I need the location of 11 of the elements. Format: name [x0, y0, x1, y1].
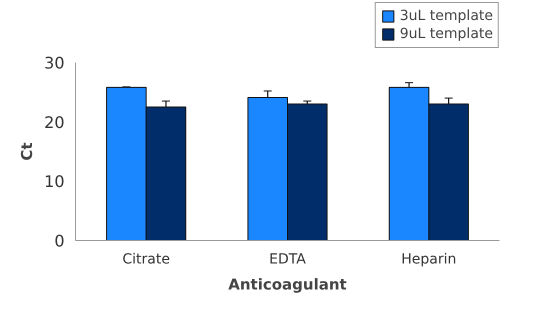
legend-label: 3uL template [400, 8, 493, 24]
x-axis-title: Anticoagulant [228, 276, 347, 294]
x-tick-label: Heparin [401, 252, 456, 268]
x-tick-label: Citrate [122, 252, 170, 268]
legend-label: 9uL template [400, 26, 493, 42]
y-tick-label: 0 [54, 232, 65, 250]
y-tick-label: 30 [44, 54, 64, 72]
y-axis-title: Ct [18, 142, 36, 161]
y-tick-label: 10 [44, 172, 64, 192]
x-tick-label: EDTA [269, 252, 306, 268]
y-tick-label: 20 [44, 112, 64, 132]
